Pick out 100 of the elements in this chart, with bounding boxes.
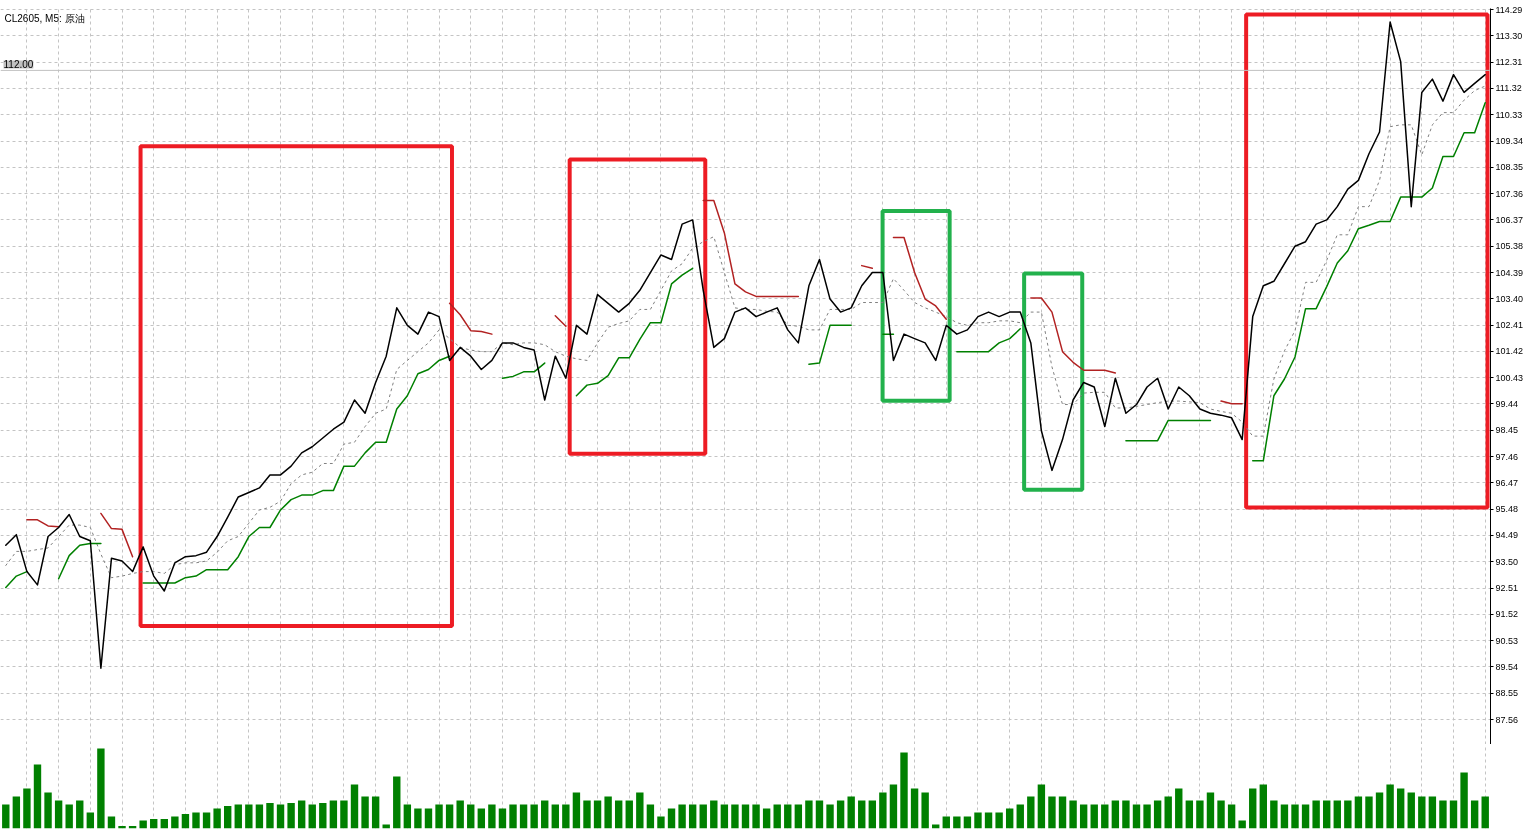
bar (1481, 796, 1489, 829)
bar (541, 800, 549, 829)
bar (1217, 800, 1225, 829)
bar (657, 816, 665, 829)
bar (604, 796, 612, 829)
bar (593, 800, 602, 829)
bar (741, 804, 750, 829)
ref-line-label: 112.00 (3, 59, 34, 71)
bar (1132, 804, 1141, 829)
y-tick-label: 100.43 (1495, 372, 1524, 383)
bar (1048, 796, 1056, 829)
y-tick-label: 88.55 (1495, 688, 1519, 699)
bar (562, 804, 570, 829)
bar (667, 808, 676, 829)
y-tick-label: 91.52 (1495, 609, 1519, 620)
bar (287, 802, 295, 829)
bar (12, 796, 21, 829)
y-tick-label: 107.36 (1495, 188, 1524, 199)
bar (910, 788, 919, 829)
bar (921, 792, 929, 829)
bar (1175, 788, 1183, 829)
bar (773, 804, 781, 829)
bar (815, 800, 824, 829)
y-tick-label: 93.50 (1495, 556, 1519, 567)
bar (1375, 792, 1384, 829)
bar (1069, 800, 1077, 829)
bar (1301, 804, 1310, 829)
bar (710, 800, 718, 829)
bar (530, 804, 538, 829)
bar (477, 808, 486, 829)
bar (678, 804, 686, 829)
bar (181, 814, 190, 829)
bar (847, 796, 855, 829)
bar (97, 748, 105, 829)
bar (1153, 800, 1162, 829)
y-tick-label: 87.56 (1495, 714, 1519, 725)
bar (953, 816, 961, 829)
bar (361, 796, 369, 829)
y-tick-label: 112.31 (1495, 57, 1523, 68)
bar (2, 804, 10, 829)
bar (1386, 784, 1394, 829)
bar (1439, 800, 1447, 829)
y-tick-label: 98.45 (1495, 425, 1519, 436)
bar (424, 808, 433, 829)
bar (445, 804, 454, 829)
y-tick-label: 90.53 (1495, 635, 1519, 646)
bar (688, 804, 697, 829)
bar (1111, 800, 1120, 829)
bar (1333, 800, 1341, 829)
bar (33, 764, 42, 829)
bar (488, 804, 496, 829)
bar (245, 804, 253, 829)
bar (403, 804, 412, 829)
bar (1396, 788, 1405, 829)
bar (583, 800, 591, 829)
y-tick-label: 109.34 (1495, 136, 1524, 147)
bar (329, 800, 338, 829)
bar (76, 800, 84, 829)
bar (762, 808, 771, 829)
bar (255, 804, 264, 829)
bar (1005, 808, 1014, 829)
bar (889, 784, 898, 829)
bar (1058, 796, 1067, 829)
bar (1449, 800, 1458, 829)
bar (1227, 804, 1236, 829)
bar (1344, 800, 1352, 829)
bar (65, 804, 73, 829)
bar (1016, 804, 1024, 829)
bar (276, 804, 285, 829)
bar (266, 802, 274, 829)
bar (1196, 800, 1204, 829)
bar (974, 812, 982, 829)
bar (805, 800, 813, 829)
bar (139, 820, 147, 829)
bar (1206, 792, 1215, 829)
bar (1122, 800, 1130, 829)
y-tick-label: 111.32 (1495, 83, 1522, 94)
bar (752, 804, 760, 829)
bar (836, 800, 845, 829)
y-tick-label: 103.40 (1495, 293, 1524, 304)
bar (519, 804, 528, 829)
bar (1238, 820, 1246, 829)
bar (995, 812, 1003, 829)
bar (1365, 796, 1373, 829)
bar (646, 804, 655, 829)
bar (1323, 800, 1331, 829)
bar (826, 804, 834, 829)
bar (23, 788, 31, 829)
bar (1143, 804, 1151, 829)
bar (625, 800, 633, 829)
bar (1259, 784, 1267, 829)
bar (224, 806, 232, 829)
y-tick-label: 113.30 (1495, 30, 1523, 41)
bar (340, 800, 348, 829)
bar (1470, 800, 1479, 829)
bar (636, 792, 644, 829)
bar (498, 808, 507, 829)
bar (1090, 804, 1098, 829)
bar (720, 804, 729, 829)
bar (1101, 804, 1109, 829)
